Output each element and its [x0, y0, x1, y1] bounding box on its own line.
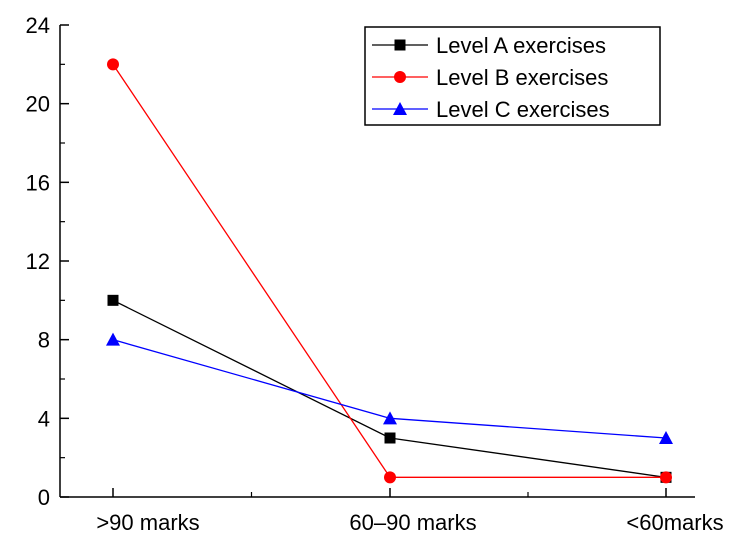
legend-swatch-marker — [393, 102, 407, 115]
legend-label: Level A exercises — [436, 33, 606, 58]
data-point — [106, 332, 120, 346]
x-tick-label: <60marks — [626, 510, 723, 535]
legend-label: Level C exercises — [436, 97, 610, 122]
y-tick-label: 20 — [26, 92, 50, 117]
series-b — [107, 58, 672, 484]
y-tick-label: 8 — [38, 328, 50, 353]
legend: Level A exercises Level B exercises Level … — [364, 26, 661, 126]
series-line — [112, 299, 667, 478]
y-tick-label: 16 — [26, 170, 50, 195]
legend-swatch-marker — [394, 39, 406, 51]
series-a — [107, 294, 672, 483]
data-point — [384, 471, 396, 484]
y-tick-label: 0 — [38, 485, 50, 510]
data-point — [107, 58, 119, 71]
data-point — [659, 431, 673, 444]
legend-swatch-marker — [394, 71, 406, 83]
y-tick-label: 4 — [38, 406, 50, 431]
x-tick-label: 60–90 marks — [349, 510, 476, 535]
x-tick-label: >90 marks — [96, 510, 199, 535]
series-layer — [106, 58, 673, 484]
series-c — [106, 332, 673, 444]
y-tick-label: 12 — [26, 249, 50, 274]
data-point — [660, 471, 672, 484]
data-point — [384, 432, 396, 444]
y-tick-label: 24 — [26, 13, 50, 38]
data-point — [383, 411, 397, 425]
data-point — [107, 294, 119, 306]
legend-label: Level B exercises — [436, 65, 608, 90]
axes: 0 4 8 12 16 20 24 >90 marks 60–90 marks <60marks — [26, 13, 724, 535]
